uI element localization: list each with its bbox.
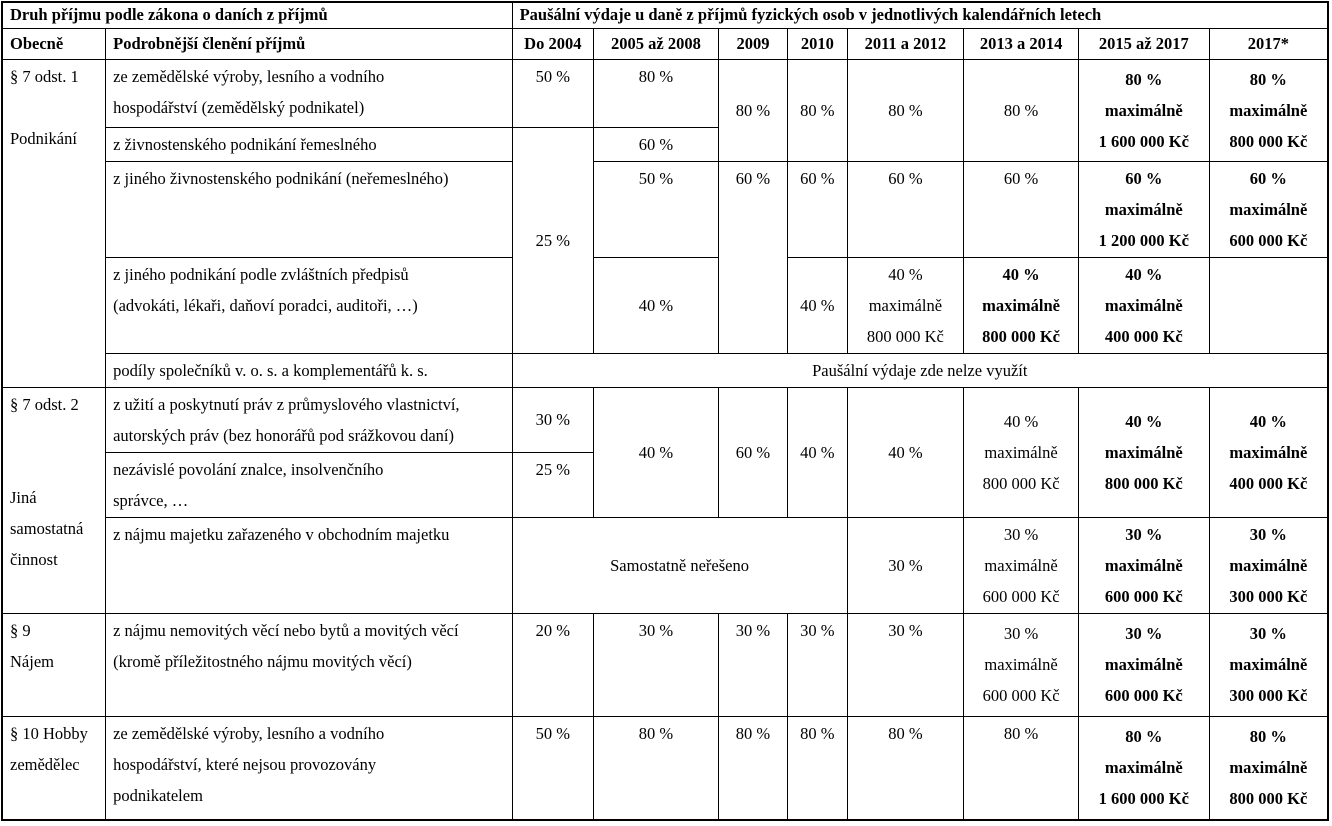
column-header: 2011 a 2012	[846, 27, 965, 60]
table-cell: 30 % maximálně 300 000 Kč	[1208, 516, 1329, 614]
table-cell: 60 %	[717, 160, 789, 354]
table-row: § 7 odst. 2 Jiná samostatná činnost z uži…	[1, 386, 1329, 614]
column-header: 2009	[717, 27, 789, 60]
table-cell: 80 %	[963, 58, 1079, 162]
column-header: 2015 až 2017	[1077, 27, 1210, 60]
table-cell: 30 % maximálně 300 000 Kč	[1208, 612, 1329, 717]
table-cell: Samostatně neřešeno	[511, 516, 848, 614]
table-cell: 60 %	[846, 160, 965, 258]
table-cell: 80 %	[717, 715, 789, 821]
table-row: podíly společníků v. o. s. a komplementá…	[2, 352, 1329, 388]
column-header-row: Obecně Podrobnější členění příjmů Do 2004 2…	[1, 27, 1329, 60]
table-cell: 40 % maximálně 800 000 Kč	[846, 256, 965, 354]
table-row: § 10 Hobby zemědělec ze zemědělské výroby…	[1, 715, 1329, 821]
table-cell: 80 % maximálně 1 600 000 Kč	[1077, 715, 1210, 821]
table-row: § 9 Nájem z nájmu nemovitých věcí nebo by…	[1, 612, 1329, 717]
table-cell: 80 %	[846, 58, 965, 162]
table-cell: 80 %	[846, 715, 965, 821]
table-cell: ze zemědělské výroby, lesního a vodního …	[105, 715, 513, 821]
table-cell: 80 % maximálně 800 000 Kč	[1208, 715, 1329, 821]
table-cell: 40 %	[787, 386, 848, 518]
column-header: 2017*	[1208, 27, 1329, 60]
table-cell: 80 %	[717, 58, 789, 162]
table-cell: § 9 Nájem	[1, 612, 107, 717]
column-header: Do 2004	[511, 27, 595, 60]
table-cell: 30 %	[846, 612, 965, 717]
table-cell: 25 %	[511, 451, 595, 518]
table-cell: 40 %	[846, 386, 965, 518]
table-title-cell: Paušální výdaje u daně z příjmů fyzickýc…	[511, 1, 1329, 29]
table-cell: z jiného živnostenského podnikání (neřem…	[105, 160, 513, 258]
table-cell: 50 %	[511, 58, 595, 128]
table-cell: 25 %	[511, 126, 595, 354]
table-cell: 40 % maximálně 800 000 Kč	[963, 386, 1079, 518]
table-cell: 80 % maximálně 1 600 000 Kč	[1077, 58, 1210, 162]
table-cell: 40 % maximálně 800 000 Kč	[963, 256, 1079, 354]
table-title-row: Druh příjmu podle zákona o daních z příj…	[1, 1, 1329, 29]
table-cell: Paušální výdaje zde nelze využít	[511, 352, 1329, 388]
table-cell: 60 % maximálně 600 000 Kč	[1208, 160, 1329, 258]
table-cell: 60 % maximálně 1 200 000 Kč	[1077, 160, 1210, 258]
table-cell: 40 % maximálně 800 000 Kč	[1077, 386, 1210, 518]
table-cell: 30 % maximálně 600 000 Kč	[963, 516, 1079, 614]
table-cell: 40 %	[787, 256, 848, 354]
table-cell: § 10 Hobby zemědělec	[1, 715, 107, 821]
table-cell: podíly společníků v. o. s. a komplementá…	[105, 352, 513, 388]
table-cell: z nájmu nemovitých věcí nebo bytů a movi…	[105, 612, 513, 717]
table-cell: 60 %	[593, 126, 719, 162]
table-cell: 30 %	[593, 612, 719, 717]
table-row: z nájmu majetku zařazeného v obchodním m…	[2, 516, 1329, 614]
table-cell: 80 %	[787, 715, 848, 821]
table-title-cell: Druh příjmu podle zákona o daních z příj…	[1, 1, 513, 29]
table-cell: 30 %	[787, 612, 848, 717]
table-cell: 40 % maximálně 400 000 Kč	[1077, 256, 1210, 354]
column-header: Obecně	[1, 27, 107, 60]
table-cell: 50 %	[593, 160, 719, 258]
table-cell: 40 % maximálně 400 000 Kč	[1208, 386, 1329, 518]
table-cell: 20 %	[511, 612, 595, 717]
table-cell: 30 % maximálně 600 000 Kč	[963, 612, 1079, 717]
table-cell: 80 %	[593, 58, 719, 128]
table-cell: 30 %	[511, 386, 595, 453]
table-cell: 60 %	[787, 160, 848, 258]
table-row: z jiného podnikání podle zvláštních před…	[2, 256, 1328, 354]
table-cell: 80 %	[593, 715, 719, 821]
table-cell: 80 % maximálně 800 000 Kč	[1208, 58, 1329, 162]
table-row: § 7 odst. 1 Podnikání ze zemědělské výrob…	[1, 58, 1329, 388]
table-cell: 80 %	[787, 58, 848, 162]
column-header: 2005 až 2008	[593, 27, 719, 60]
table-row: z živnostenského podnikání řemeslného 25 …	[2, 126, 1328, 354]
column-header: 2013 a 2014	[963, 27, 1079, 60]
table-cell: 30 %	[717, 612, 789, 717]
table-cell: 30 % maximálně 600 000 Kč	[1077, 516, 1210, 614]
column-header: Podrobnější členění příjmů	[105, 27, 513, 60]
table-cell: z jiného podnikání podle zvláštních před…	[105, 256, 513, 354]
table-row: nezávislé povolání znalce, insolvenčního…	[2, 451, 1328, 518]
table-cell: 40 %	[593, 386, 719, 518]
table-row: z jiného živnostenského podnikání (neřem…	[2, 160, 1329, 354]
table-cell: § 7 odst. 1 Podnikání	[1, 58, 107, 388]
table-cell: 30 % maximálně 600 000 Kč	[1077, 612, 1210, 717]
table-cell: nezávislé povolání znalce, insolvenčního…	[105, 451, 513, 518]
table-cell: 80 %	[963, 715, 1079, 821]
table-cell: z užití a poskytnutí práv z průmyslového…	[105, 386, 513, 453]
table-cell: 60 %	[717, 386, 789, 518]
table-cell: 60 %	[963, 160, 1079, 258]
table-cell: 40 %	[593, 256, 719, 354]
table-cell: z živnostenského podnikání řemeslného	[105, 126, 513, 162]
table-cell: ze zemědělské výroby, lesního a vodního …	[105, 58, 513, 128]
table-cell: 50 %	[511, 715, 595, 821]
table-cell: z nájmu majetku zařazeného v obchodním m…	[105, 516, 513, 614]
table-cell: 30 %	[846, 516, 965, 614]
table-cell: § 7 odst. 2 Jiná samostatná činnost	[1, 386, 107, 614]
column-header: 2010	[787, 27, 848, 60]
